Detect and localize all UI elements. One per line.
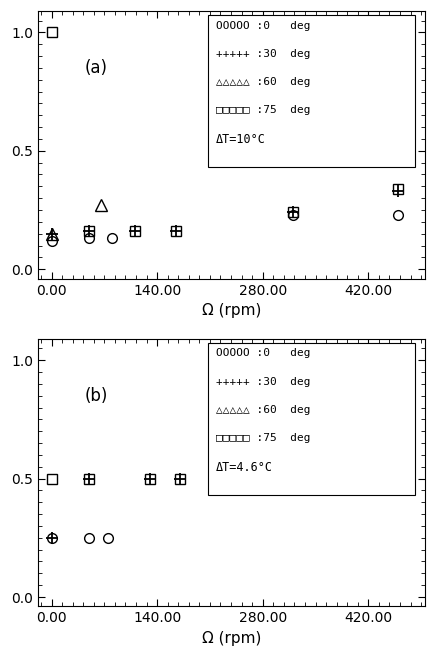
- Text: +++++ :30  deg: +++++ :30 deg: [216, 376, 310, 386]
- FancyBboxPatch shape: [208, 343, 415, 495]
- Text: ΔT=4.6°C: ΔT=4.6°C: [216, 461, 273, 474]
- Text: □□□□□ :75  deg: □□□□□ :75 deg: [216, 433, 310, 443]
- FancyBboxPatch shape: [208, 15, 415, 167]
- Text: ΔT=10°C: ΔT=10°C: [216, 133, 266, 146]
- X-axis label: Ω (rpm): Ω (rpm): [202, 303, 261, 318]
- Text: (a): (a): [85, 59, 107, 78]
- Text: OOOOO :0   deg: OOOOO :0 deg: [216, 20, 310, 31]
- X-axis label: Ω (rpm): Ω (rpm): [202, 631, 261, 646]
- Text: (b): (b): [85, 387, 108, 405]
- Text: △△△△△ :60  deg: △△△△△ :60 deg: [216, 77, 310, 87]
- Text: △△△△△ :60  deg: △△△△△ :60 deg: [216, 405, 310, 415]
- Text: OOOOO :0   deg: OOOOO :0 deg: [216, 348, 310, 359]
- Text: +++++ :30  deg: +++++ :30 deg: [216, 49, 310, 58]
- Text: □□□□□ :75  deg: □□□□□ :75 deg: [216, 105, 310, 115]
